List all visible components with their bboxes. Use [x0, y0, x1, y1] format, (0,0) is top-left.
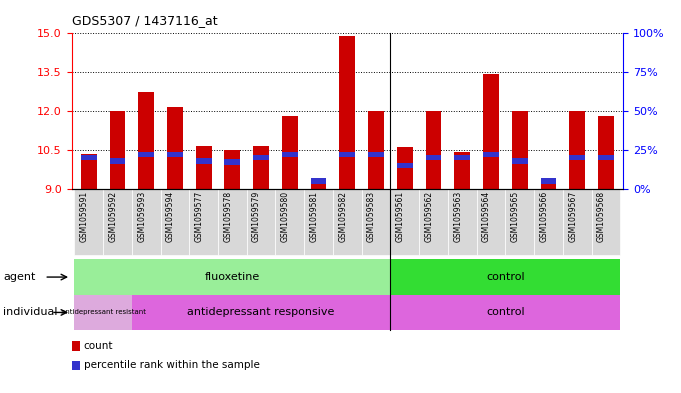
Text: GSM1059563: GSM1059563	[454, 191, 462, 242]
Text: GSM1059592: GSM1059592	[108, 191, 117, 242]
Text: GSM1059577: GSM1059577	[195, 191, 204, 242]
Text: GSM1059567: GSM1059567	[568, 191, 577, 242]
Text: antidepressant resistant: antidepressant resistant	[61, 309, 146, 316]
Bar	[397, 163, 413, 168]
Bar	[454, 152, 470, 189]
Bar	[541, 184, 556, 189]
Bar	[426, 111, 441, 189]
Text: GSM1059565: GSM1059565	[511, 191, 520, 242]
Bar	[569, 111, 585, 189]
Bar	[81, 154, 97, 189]
Text: GDS5307 / 1437116_at: GDS5307 / 1437116_at	[72, 14, 217, 27]
Text: agent: agent	[3, 272, 36, 282]
Text: GSM1059579: GSM1059579	[252, 191, 261, 242]
Text: GSM1059581: GSM1059581	[310, 191, 319, 242]
Bar	[339, 36, 355, 189]
Text: GSM1059594: GSM1059594	[166, 191, 175, 242]
Bar	[368, 152, 384, 157]
Text: GSM1059583: GSM1059583	[367, 191, 376, 242]
Bar	[225, 150, 240, 189]
Text: GSM1059580: GSM1059580	[281, 191, 290, 242]
Bar	[311, 184, 326, 189]
Bar	[311, 178, 326, 184]
Text: GSM1059582: GSM1059582	[338, 191, 347, 242]
Bar	[368, 111, 384, 189]
Bar	[541, 178, 556, 184]
Text: percentile rank within the sample: percentile rank within the sample	[84, 360, 259, 371]
Bar	[483, 73, 499, 189]
Text: antidepressant responsive: antidepressant responsive	[187, 307, 335, 318]
Text: GSM1059564: GSM1059564	[482, 191, 491, 242]
Bar	[110, 111, 125, 189]
Bar	[110, 158, 125, 163]
Bar	[426, 155, 441, 160]
Bar	[282, 116, 298, 189]
Text: fluoxetine: fluoxetine	[205, 272, 260, 282]
Bar	[512, 158, 528, 163]
Bar	[195, 158, 212, 163]
Bar	[282, 152, 298, 157]
Bar	[138, 92, 154, 189]
Bar	[195, 146, 212, 189]
Text: GSM1059578: GSM1059578	[223, 191, 232, 242]
Bar	[598, 116, 614, 189]
Bar	[225, 160, 240, 165]
Text: GSM1059593: GSM1059593	[137, 191, 146, 242]
Bar	[598, 155, 614, 160]
Text: control: control	[486, 307, 524, 318]
Text: GSM1059561: GSM1059561	[396, 191, 405, 242]
Bar	[253, 155, 269, 160]
Bar	[253, 146, 269, 189]
Bar	[397, 147, 413, 189]
Bar	[167, 107, 183, 189]
Bar	[512, 111, 528, 189]
Text: count: count	[84, 341, 113, 351]
Bar	[339, 152, 355, 157]
Bar	[138, 152, 154, 157]
Text: GSM1059566: GSM1059566	[539, 191, 548, 242]
Text: individual: individual	[3, 307, 58, 318]
Text: GSM1059562: GSM1059562	[424, 191, 434, 242]
Bar	[454, 155, 470, 160]
Bar	[569, 155, 585, 160]
Text: GSM1059568: GSM1059568	[597, 191, 606, 242]
Bar	[81, 155, 97, 160]
Bar	[167, 152, 183, 157]
Bar	[483, 152, 499, 157]
Text: control: control	[486, 272, 524, 282]
Text: GSM1059591: GSM1059591	[80, 191, 89, 242]
